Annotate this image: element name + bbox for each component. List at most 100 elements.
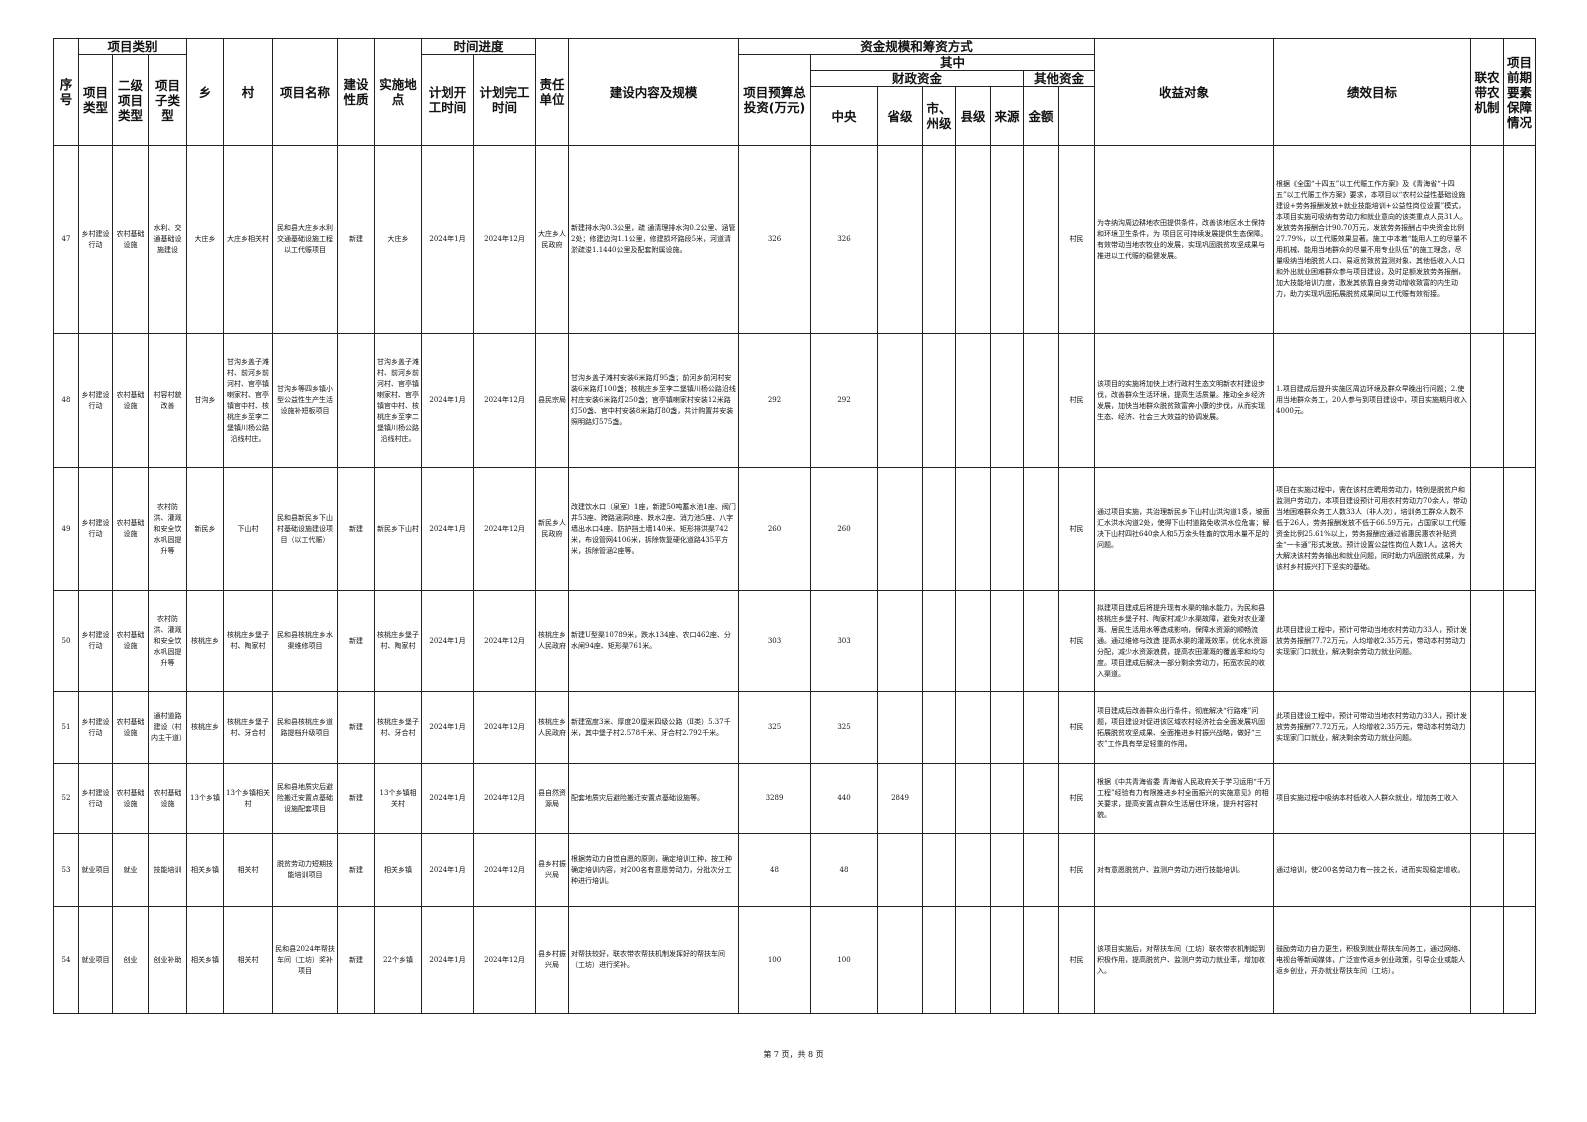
header-content: 建设内容及规模 bbox=[568, 38, 740, 146]
header-county: 县级 bbox=[955, 86, 992, 146]
cell-source bbox=[990, 145, 1025, 334]
cell-city bbox=[922, 145, 957, 334]
cell-name: 脱贫劳动力短期技能培训项目 bbox=[272, 833, 338, 907]
cell-province bbox=[877, 467, 924, 591]
cell-mechanism: 此项目建设工程中，预计可带动当地农村劳动力33人，预计发放劳务报酬77.72万元… bbox=[1273, 691, 1472, 764]
cell-central: 303 bbox=[810, 590, 879, 692]
cell-preliminary bbox=[1470, 145, 1505, 334]
table-body: 47 乡村建设行动 农村基础设施 水利、交通基础设施建设 大庄乡 大庄乡相关村 民和县大庄乡… bbox=[53, 145, 1537, 1014]
cell-city bbox=[922, 833, 957, 907]
cell-type: 乡村建设行动 bbox=[78, 590, 113, 692]
cell-nature bbox=[337, 333, 375, 468]
cell-total: 292 bbox=[738, 333, 812, 468]
cell-total: 3289 bbox=[738, 763, 812, 834]
cell-beneficiary: 村民 bbox=[1058, 590, 1096, 692]
cell-name: 民和县地质灾后避险搬迁安置点基础设施配套项目 bbox=[272, 763, 338, 834]
cell-preliminary bbox=[1470, 333, 1505, 468]
header-unit: 责任单位 bbox=[535, 38, 570, 146]
header-province: 省级 bbox=[877, 86, 924, 146]
cell-province: 2849 bbox=[877, 763, 924, 834]
cell-beneficiary: 村民 bbox=[1058, 145, 1096, 334]
cell-start: 2024年1月 bbox=[421, 590, 474, 692]
cell-sub: 水利、交通基础设施建设 bbox=[148, 145, 187, 334]
header-total: 项目预算总投资(万元) bbox=[738, 54, 812, 146]
cell-township: 核桃庄乡 bbox=[186, 590, 224, 692]
cell-unit: 县自然资源局 bbox=[535, 763, 570, 834]
cell-city bbox=[922, 467, 957, 591]
header-mechanism: 联农带农机制 bbox=[1470, 38, 1505, 146]
cell-content: 新建U型渠10789米，跌水134座、农口462座、分水闸94座、矩形渠761米… bbox=[568, 590, 740, 692]
cell-name: 民和县新民乡下山村基础设施建设项目（以工代赈） bbox=[272, 467, 338, 591]
cell-source bbox=[990, 691, 1025, 764]
cell-location: 甘沟乡盖子滩村、前河乡前河村、官亭镇喇家村、官亭镇官中村、核桃庄乡至李二堡镇川杨… bbox=[374, 333, 422, 468]
cell-content: 甘沟乡盖子滩村安装6米路灯95盏；前河乡前河村安装6米路灯100盏；核桃庄乡至李… bbox=[568, 333, 740, 468]
cell-end: 2024年12月 bbox=[472, 763, 537, 834]
cell-location: 大庄乡 bbox=[374, 145, 422, 334]
cell-preliminary bbox=[1470, 763, 1505, 834]
cell-performance: 对有意愿脱贫户、监测户劳动力进行技能培训。 bbox=[1094, 833, 1275, 907]
cell-seq: 52 bbox=[53, 763, 79, 834]
cell-performance: 项目建成后改善群众出行条件，彻底解决“行路难”问题，项目建设对促进该区域农村经济… bbox=[1094, 691, 1275, 764]
cell-unit: 核桃庄乡人民政府 bbox=[535, 691, 570, 764]
cell-sub: 农村防洪、灌溉和安全饮水巩固提升等 bbox=[148, 590, 187, 692]
cell-sub2: 创业 bbox=[112, 906, 149, 1014]
header-source: 来源 bbox=[990, 86, 1025, 146]
cell-province bbox=[877, 590, 924, 692]
cell-performance: 通过项目实施，共治理新民乡下山村山洪沟道1条，坡面汇水洪水沟道2处，使得下山村道… bbox=[1094, 467, 1275, 591]
cell-amount bbox=[1023, 467, 1060, 591]
cell-name: 民和县2024年帮扶车间（工坊）奖补项目 bbox=[272, 906, 338, 1014]
cell-performance: 根据《中共青海省委 青海省人民政府关于学习运用“千万工程”经验有力有限推进乡村全… bbox=[1094, 763, 1275, 834]
cell-remarks bbox=[1503, 763, 1537, 834]
header-type: 项目类型 bbox=[78, 54, 113, 146]
cell-beneficiary: 村民 bbox=[1058, 691, 1096, 764]
cell-province bbox=[877, 691, 924, 764]
cell-amount bbox=[1023, 763, 1060, 834]
header-village: 村 bbox=[223, 38, 273, 146]
project-table: 序号 项目类别 乡 村 项目名称 建设性质 实施地点 时间进度 责任单位 建设内… bbox=[53, 38, 1537, 1014]
cell-end: 2024年12月 bbox=[472, 833, 537, 907]
cell-city bbox=[922, 333, 957, 468]
cell-start: 2024年1月 bbox=[421, 763, 474, 834]
table-row: 48 乡村建设行动 农村基础设施 村容村貌改善 甘沟乡 甘沟乡盖子滩村、前河乡前河村、官亭… bbox=[53, 333, 1537, 468]
cell-village: 下山村 bbox=[223, 467, 273, 591]
cell-total: 326 bbox=[738, 145, 812, 334]
cell-township: 甘沟乡 bbox=[186, 333, 224, 468]
cell-seq: 54 bbox=[53, 906, 79, 1014]
cell-county bbox=[955, 333, 992, 468]
cell-location: 核桃庄乡堡子村、牙合村 bbox=[374, 691, 422, 764]
header-category-group: 项目类别 bbox=[78, 38, 187, 55]
cell-amount bbox=[1023, 145, 1060, 334]
cell-city bbox=[922, 590, 957, 692]
cell-nature: 新建 bbox=[337, 833, 375, 907]
cell-name: 民和县核桃庄乡水渠维修项目 bbox=[272, 590, 338, 692]
cell-source bbox=[990, 333, 1025, 468]
cell-township: 大庄乡 bbox=[186, 145, 224, 334]
cell-central: 326 bbox=[810, 145, 879, 334]
cell-amount bbox=[1023, 906, 1060, 1014]
cell-central: 325 bbox=[810, 691, 879, 764]
cell-name: 甘沟乡等四乡镇小型公益性生产生活设施补短板项目 bbox=[272, 333, 338, 468]
cell-unit: 县乡村振兴局 bbox=[535, 833, 570, 907]
cell-end: 2024年12月 bbox=[472, 145, 537, 334]
cell-source bbox=[990, 906, 1025, 1014]
header-name: 项目名称 bbox=[272, 38, 338, 146]
cell-sub2: 农村基础设施 bbox=[112, 691, 149, 764]
cell-sub2: 农村基础设施 bbox=[112, 467, 149, 591]
cell-remarks bbox=[1503, 145, 1537, 334]
header-end: 计划完工时间 bbox=[472, 54, 537, 146]
cell-seq: 51 bbox=[53, 691, 79, 764]
cell-remarks bbox=[1503, 333, 1537, 468]
cell-performance: 拟建项目建成后将提升现有水渠的输水能力，为民和县核桃庄乡堡子村、陶家村减少水渠故… bbox=[1094, 590, 1275, 692]
cell-sub: 通村道路建设（村内主干道） bbox=[148, 691, 187, 764]
cell-location: 13个乡镇相关村 bbox=[374, 763, 422, 834]
cell-township: 相关乡镇 bbox=[186, 833, 224, 907]
header-beneficiary: 收益对象 bbox=[1094, 38, 1275, 146]
header-city: 市、州级 bbox=[922, 86, 957, 146]
cell-preliminary bbox=[1470, 833, 1505, 907]
cell-end: 2024年12月 bbox=[472, 333, 537, 468]
cell-end: 2024年12月 bbox=[472, 906, 537, 1014]
cell-type: 就业项目 bbox=[78, 833, 113, 907]
cell-mechanism: 项目在实施过程中，需在该村庄聘用劳动力，特别是脱贫户和监测户劳动力，本项目建设预… bbox=[1273, 467, 1472, 591]
cell-source bbox=[990, 763, 1025, 834]
cell-seq: 49 bbox=[53, 467, 79, 591]
